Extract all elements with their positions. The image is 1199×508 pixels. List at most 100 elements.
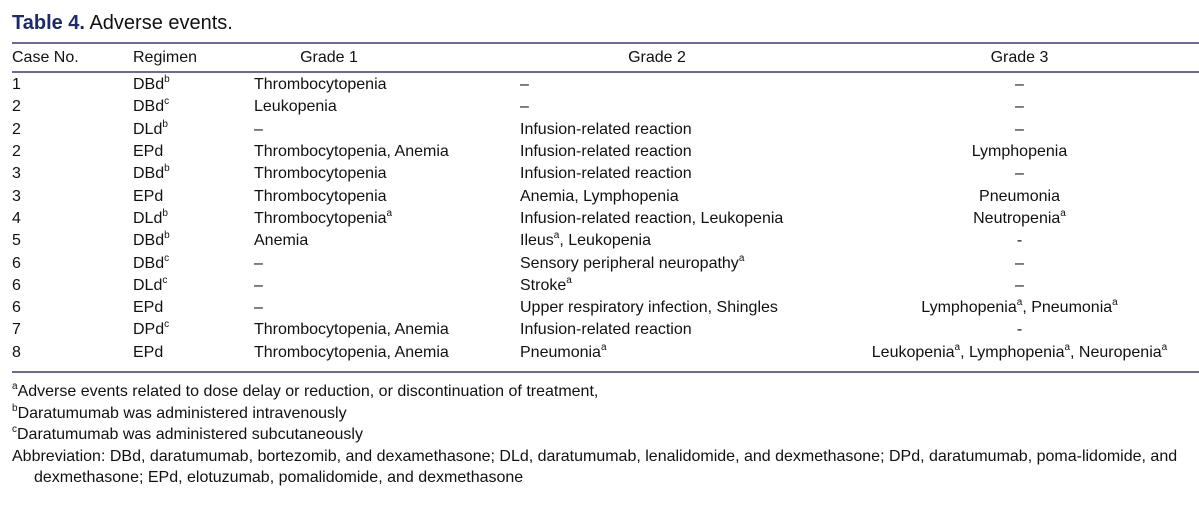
cell-grade-2: – — [520, 70, 840, 96]
table-row: 3 DBdb Thrombocytopenia Infusion-related re… — [12, 163, 1199, 185]
cell-grade-2: Infusion-related reaction — [520, 163, 840, 185]
cell-text: DBd — [133, 98, 165, 116]
cell-text: , Pneumonia — [1022, 299, 1113, 317]
table-row: 6 EPd – Upper respiratory infection, Shingl… — [12, 297, 1199, 319]
cell-regimen: DLdb — [133, 119, 254, 141]
cell-text: – — [1015, 165, 1024, 183]
cell-case-no: 5 — [12, 230, 133, 252]
table-row: 6 DLdc – Strokea – — [12, 275, 1199, 297]
cell-text: 6 — [12, 276, 21, 294]
table-row: 2 DBdc Leukopenia – – — [12, 96, 1199, 118]
cell-text: DBd — [133, 232, 165, 250]
footnote-marker: b — [162, 118, 168, 130]
cell-text: Thrombocytopenia — [254, 187, 387, 205]
cell-case-no: 2 — [12, 119, 133, 141]
table-row: 3 EPd Thrombocytopenia Anemia, Lymphopenia P… — [12, 185, 1199, 207]
cell-text: 2 — [12, 120, 21, 138]
adverse-events-table: Case No. Regimen Grade 1 Grade 2 Grade 3… — [12, 46, 1199, 364]
cell-grade-1: – — [254, 297, 520, 319]
cell-text: Infusion-related reaction, Leukopenia — [520, 209, 784, 227]
cell-grade-3: – — [840, 252, 1199, 274]
footnote-marker: a — [1060, 207, 1066, 219]
cell-text: , Lymphopenia — [960, 343, 1065, 361]
footnote: cDaratumumab was administered subcutaneo… — [12, 424, 1187, 446]
cell-text: 7 — [12, 321, 21, 339]
table-row: 1 DBdb Thrombocytopenia – – — [12, 70, 1199, 96]
cell-text: Anemia, Lymphopenia — [520, 187, 679, 205]
cell-grade-2: Infusion-related reaction — [520, 119, 840, 141]
cell-text: Infusion-related reaction — [520, 165, 692, 183]
cell-case-no: 6 — [12, 297, 133, 319]
cell-text: Leukopenia — [254, 98, 337, 116]
footnote-marker: c — [12, 424, 17, 435]
cell-regimen: DPdc — [133, 319, 254, 341]
cell-text: Lymphopenia — [971, 143, 1068, 161]
cell-grade-1: – — [254, 275, 520, 297]
cell-case-no: 1 — [12, 70, 133, 96]
cell-text: Stroke — [520, 276, 567, 294]
cell-grade-3: – — [840, 163, 1199, 185]
abbreviation-note: Abbreviation: DBd, daratumumab, bortezom… — [12, 447, 1178, 487]
cell-text: , Leukopenia — [559, 232, 651, 250]
footnote-marker: a — [566, 274, 572, 286]
cell-text: – — [254, 254, 263, 272]
table-caption: Table 4. Adverse events. — [12, 12, 233, 35]
cell-text: Upper respiratory infection, Shingles — [520, 299, 778, 317]
footnote-marker: a — [1016, 297, 1023, 309]
cell-grade-1: Thrombocytopenia — [254, 163, 520, 185]
footnote: aAdverse events related to dose delay or… — [12, 381, 1187, 403]
cell-regimen: EPd — [133, 185, 254, 207]
cell-regimen: DBdc — [133, 252, 254, 274]
cell-text: – — [1015, 120, 1024, 138]
cell-regimen: EPd — [133, 297, 254, 319]
cell-grade-1: Anemia — [254, 230, 520, 252]
cell-text: EPd — [133, 343, 164, 361]
footnote-marker: c — [164, 96, 170, 108]
cell-grade-3: – — [840, 70, 1199, 96]
bottom-rule — [12, 371, 1199, 373]
cell-grade-3: Lymphopeniaa, Pneumoniaa — [840, 297, 1199, 319]
cell-case-no: 3 — [12, 185, 133, 207]
cell-text: Thrombocytopenia, Anemia — [254, 343, 449, 361]
cell-grade-1: Thrombocytopenia, Anemia — [254, 141, 520, 163]
cell-text: Leukopenia — [871, 343, 955, 361]
cell-case-no: 3 — [12, 163, 133, 185]
table-row: 2 EPd Thrombocytopenia, Anemia Infusion-rel… — [12, 141, 1199, 163]
cell-text: Neutropenia — [973, 209, 1061, 227]
cell-text: DLd — [133, 276, 163, 294]
cell-case-no: 8 — [12, 342, 133, 364]
cell-text: Thrombocytopenia — [254, 76, 387, 94]
cell-text: - — [1016, 321, 1023, 339]
header-case-no: Case No. — [12, 49, 79, 66]
table-body: 1 DBdb Thrombocytopenia – –2 DBdc Leukopenia – –… — [12, 70, 1199, 364]
footnote-marker: a — [386, 207, 393, 219]
cell-case-no: 6 — [12, 275, 133, 297]
cell-grade-1: Thrombocytopenia, Anemia — [254, 319, 520, 341]
cell-regimen: DBdc — [133, 96, 254, 118]
cell-text: Anemia — [254, 232, 309, 250]
cell-grade-3: Neutropeniaa — [840, 208, 1199, 230]
cell-text: EPd — [133, 143, 164, 161]
table-row: 7 DPdc Thrombocytopenia, Anemia Infusion-re… — [12, 319, 1199, 341]
footnote-marker: b — [164, 230, 170, 242]
cell-grade-3: - — [840, 230, 1199, 252]
table-row: 2 DLdb – Infusion-related reaction – — [12, 119, 1199, 141]
cell-text: EPd — [133, 299, 164, 317]
cell-text: 1 — [12, 76, 21, 94]
header-rule — [12, 71, 1199, 73]
cell-text: Infusion-related reaction — [520, 321, 692, 339]
cell-text: 6 — [12, 299, 21, 317]
footnote-marker: c — [164, 252, 170, 264]
cell-grade-2: Infusion-related reaction — [520, 319, 840, 341]
cell-text: – — [520, 76, 529, 94]
table-title: Adverse events. — [89, 12, 233, 34]
cell-text: DBd — [133, 254, 165, 272]
table-row: 6 DBdc – Sensory peripheral neuropathya – — [12, 252, 1199, 274]
cell-grade-1: – — [254, 252, 520, 274]
cell-regimen: EPd — [133, 141, 254, 163]
cell-text: 6 — [12, 254, 21, 272]
cell-text: - — [1016, 232, 1023, 250]
cell-text: Pneumonia — [979, 187, 1060, 205]
cell-grade-2: Strokea — [520, 275, 840, 297]
cell-text: 2 — [12, 98, 21, 116]
